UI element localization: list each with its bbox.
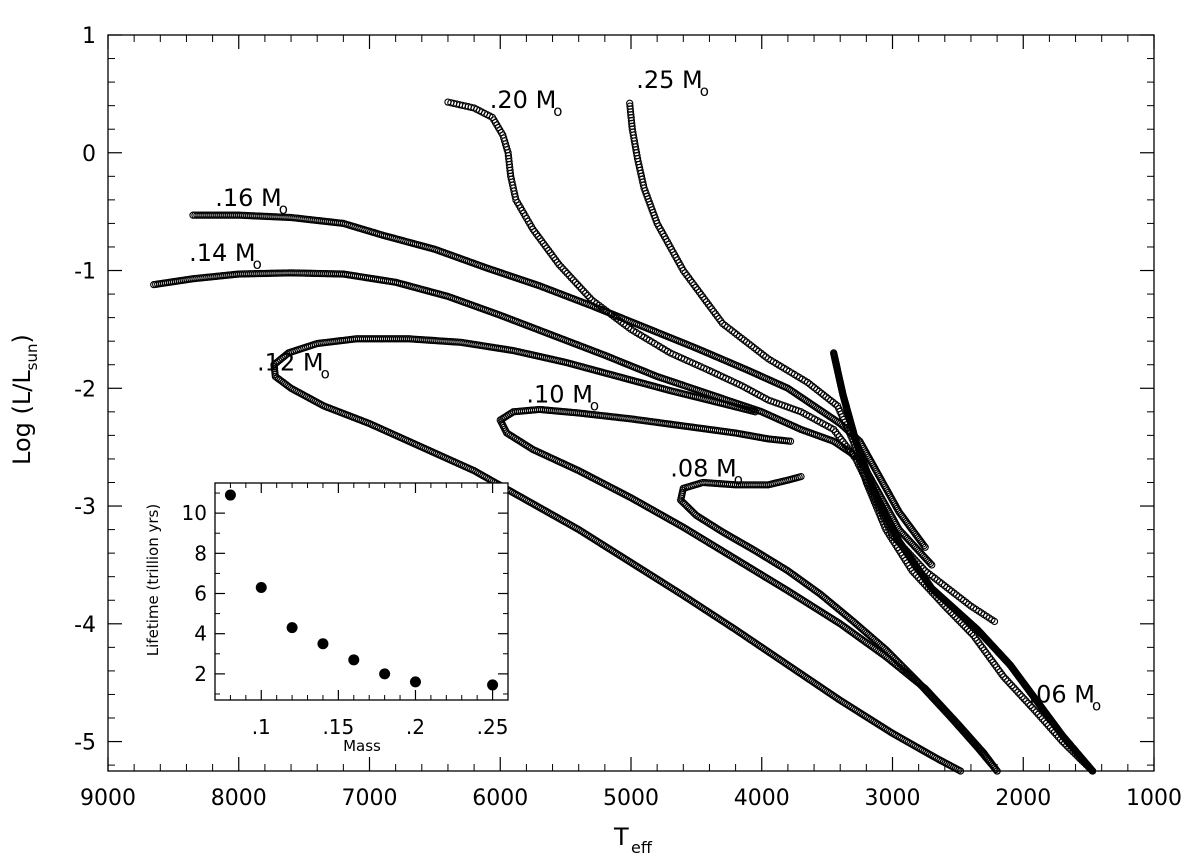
y-tick-label: -2 (74, 377, 96, 402)
inset-x-tick-label: .1 (252, 715, 271, 739)
inset-lifetime-point (225, 490, 236, 501)
y-axis-title-close: ) (8, 334, 36, 343)
inset-lifetime-point (317, 638, 328, 649)
inset-y-axis-title: Lifetime (trillion yrs) (144, 504, 162, 656)
mass-label-subscript: o (253, 255, 262, 273)
mass-label-text: .12 M (257, 349, 324, 377)
mass-label-subscript: o (590, 396, 599, 414)
inset-lifetime-point (287, 622, 298, 633)
inset-x-tick-label: .2 (406, 715, 425, 739)
y-axis-title-subscript: sun (23, 343, 41, 370)
mass-label-subscript: o (553, 102, 562, 120)
x-tick-label: 2000 (995, 786, 1051, 811)
inset-lifetime-point (410, 676, 421, 687)
inset-lifetime-point (348, 654, 359, 665)
mass-label-text: .20 M (490, 86, 557, 114)
mass-label-subscript: o (1092, 697, 1101, 715)
y-tick-label: 1 (82, 24, 96, 49)
mass-label-text: .16 M (215, 184, 282, 212)
inset-y-tick-label: 6 (194, 582, 207, 606)
x-tick-label: 7000 (342, 786, 398, 811)
mass-label-subscript: o (279, 200, 288, 218)
y-tick-label: -3 (74, 495, 96, 520)
y-tick-label: 0 (82, 142, 96, 167)
x-tick-label: 6000 (472, 786, 528, 811)
inset-lifetime-point (256, 582, 267, 593)
x-tick-label: 9000 (80, 786, 136, 811)
x-tick-label: 3000 (865, 786, 921, 811)
x-axis-title-text: T (613, 823, 629, 851)
inset-x-axis-title: Mass (343, 737, 381, 755)
y-axis-title-main: Log (L/L (8, 370, 36, 465)
mass-label-text: .08 M (670, 455, 737, 483)
mass-label-subscript: o (734, 471, 743, 489)
x-tick-label: 4000 (734, 786, 790, 811)
inset-y-tick-label: 2 (194, 662, 207, 686)
inset-lifetime-point (379, 668, 390, 679)
inset-x-tick-label: .15 (322, 715, 354, 739)
inset-x-tick-label: .25 (477, 715, 509, 739)
inset-y-tick-label: 10 (182, 501, 207, 525)
mass-label-text: .10 M (526, 380, 593, 408)
mass-label-subscript: o (700, 82, 709, 100)
mass-label-text: .14 M (189, 239, 256, 267)
y-tick-label: -4 (74, 613, 96, 638)
x-tick-label: 5000 (603, 786, 659, 811)
y-tick-label: -5 (74, 731, 96, 756)
mass-label-subscript: o (321, 365, 330, 383)
inset-lifetime-point (487, 679, 498, 690)
mass-label-text: .06 M (1028, 681, 1095, 709)
inset-y-tick-label: 4 (194, 622, 207, 646)
y-tick-label: -1 (74, 260, 96, 285)
x-axis-title-subscript: eff (631, 838, 653, 857)
x-tick-label: 8000 (211, 786, 267, 811)
x-tick-label: 1000 (1126, 786, 1182, 811)
mass-label-text: .25 M (636, 66, 703, 94)
inset-y-tick-label: 8 (194, 541, 207, 565)
